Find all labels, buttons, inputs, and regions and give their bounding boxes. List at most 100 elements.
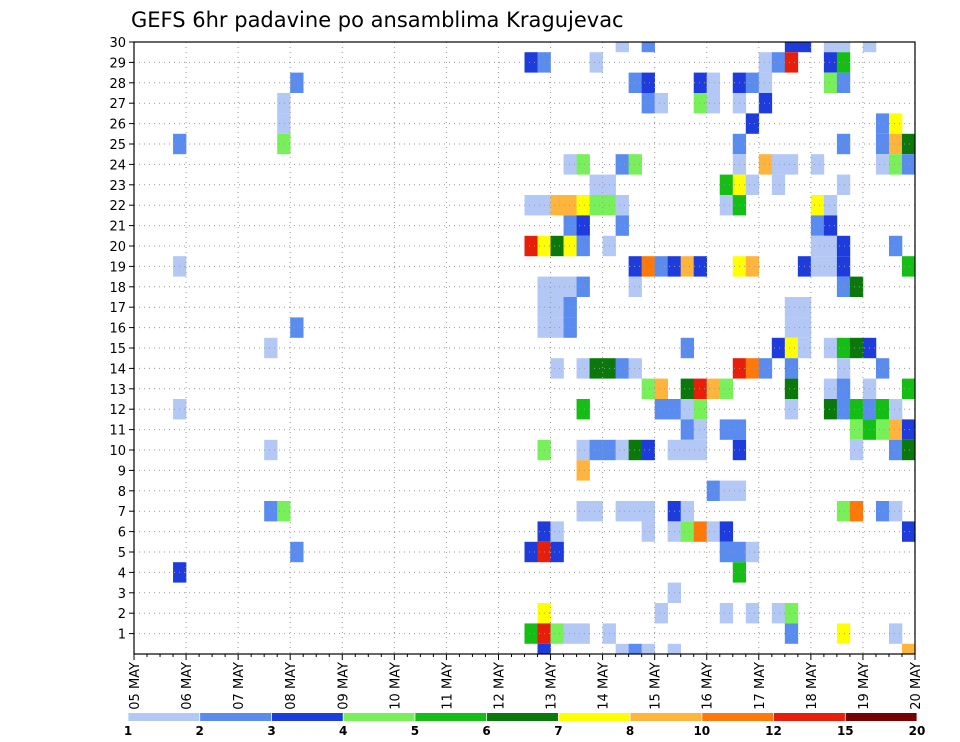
legend-label: 4 <box>339 724 347 738</box>
heatmap-cell <box>628 643 642 654</box>
heatmap-cell <box>875 113 890 134</box>
heatmap-cell <box>589 52 603 73</box>
y-tick-label: 29 <box>109 56 126 71</box>
legend-swatch <box>271 713 344 721</box>
heatmap-cell <box>706 521 721 542</box>
heatmap-cell <box>693 72 708 93</box>
heatmap-cell <box>745 541 760 563</box>
heatmap-cell <box>615 195 629 216</box>
heatmap-cell <box>784 52 799 73</box>
heatmap-cell <box>693 439 708 461</box>
heatmap-cell <box>836 623 851 644</box>
heatmap-cell <box>550 317 564 338</box>
heatmap-cell <box>888 154 903 175</box>
legend-swatch <box>486 713 559 721</box>
legend-swatch <box>630 713 703 721</box>
heatmap-cell <box>810 215 825 236</box>
heatmap-cell <box>680 256 695 277</box>
heatmap-cell <box>888 439 903 461</box>
heatmap-cell <box>589 439 603 461</box>
heatmap-cell <box>641 439 655 461</box>
heatmap-cell <box>680 419 695 440</box>
heatmap-cell <box>589 174 603 195</box>
heatmap-cell <box>823 256 838 277</box>
heatmap-cell <box>641 93 655 114</box>
y-tick-label: 30 <box>109 36 126 51</box>
heatmap-cell <box>784 317 799 338</box>
x-tick-label: 14 MAY <box>597 662 612 710</box>
legend-label: 7 <box>554 724 562 738</box>
heatmap-cell <box>836 235 851 257</box>
heatmap-cell <box>771 52 786 73</box>
heatmap-cell <box>745 256 760 277</box>
heatmap-cell <box>563 276 577 297</box>
heatmap-cell <box>550 195 564 216</box>
heatmap-cell <box>628 276 642 297</box>
heatmap-cell <box>758 154 773 175</box>
y-tick-label: 5 <box>118 546 126 561</box>
heatmap-cell <box>641 501 655 522</box>
y-tick-label: 14 <box>109 362 126 377</box>
heatmap-cell <box>693 521 708 542</box>
heatmap-cell <box>290 541 304 563</box>
color-legend: 1 2 3 4 5 6 7 8 10 12 15 20 <box>124 713 925 738</box>
heatmap-cell <box>576 439 590 461</box>
legend-label: 6 <box>482 724 490 738</box>
legend-swatch <box>128 713 201 721</box>
heatmap-cell <box>758 93 773 114</box>
heatmap-cell <box>563 195 577 216</box>
y-tick-label: 12 <box>109 403 126 418</box>
heatmap-cell <box>836 174 851 195</box>
heatmap-cell <box>771 603 786 624</box>
y-tick-label: 10 <box>109 444 126 459</box>
heatmap-cell <box>875 133 890 155</box>
x-tick-label: 09 MAY <box>336 662 351 710</box>
heatmap-cell <box>836 399 851 420</box>
legend-label: 12 <box>765 724 782 738</box>
heatmap-cell <box>693 93 708 114</box>
heatmap-cell <box>576 154 590 175</box>
heatmap-cell <box>823 378 838 399</box>
heatmap-cell <box>784 623 799 644</box>
heatmap-cell <box>719 378 734 399</box>
legend-label: 1 <box>124 724 132 738</box>
heatmap-cell <box>654 256 668 277</box>
heatmap-cell <box>524 195 538 216</box>
heatmap-cell <box>615 215 629 236</box>
x-tick-label: 11 MAY <box>440 662 455 710</box>
y-tick-label: 2 <box>118 607 126 622</box>
heatmap-cell <box>290 72 304 93</box>
heatmap-cell <box>680 399 695 420</box>
heatmap-cell <box>524 235 538 257</box>
heatmap-cell <box>615 154 629 175</box>
heatmap-cell <box>823 337 838 359</box>
heatmap-cell <box>641 521 655 542</box>
y-tick-label: 1 <box>118 628 126 643</box>
legend-swatch <box>199 713 272 721</box>
heatmap-cell <box>901 643 916 654</box>
heatmap-cell <box>745 113 760 134</box>
heatmap-cell <box>654 399 668 420</box>
y-tick-label: 15 <box>109 342 126 357</box>
heatmap-cell <box>888 113 903 134</box>
y-tick-label: 21 <box>109 220 126 235</box>
heatmap-cell <box>641 256 655 277</box>
y-tick-label: 18 <box>109 281 126 296</box>
heatmap-cell <box>706 378 721 399</box>
y-tick-label: 19 <box>109 260 126 275</box>
x-tick-label: 16 MAY <box>701 662 716 710</box>
heatmap-cell <box>524 52 538 73</box>
legend-swatch <box>558 713 631 721</box>
heatmap-cell <box>888 419 903 440</box>
heatmap-cell <box>615 358 629 379</box>
y-tick-label: 3 <box>118 587 126 602</box>
heatmap-cell <box>550 276 564 297</box>
heatmap-cell <box>849 337 864 359</box>
heatmap-cell <box>901 419 916 440</box>
heatmap-cell <box>550 541 564 563</box>
heatmap-cell <box>693 378 708 399</box>
y-tick-label: 6 <box>118 526 126 541</box>
y-tick-label: 7 <box>118 505 126 520</box>
heatmap-cell <box>550 358 564 379</box>
heatmap-cell <box>576 235 590 257</box>
